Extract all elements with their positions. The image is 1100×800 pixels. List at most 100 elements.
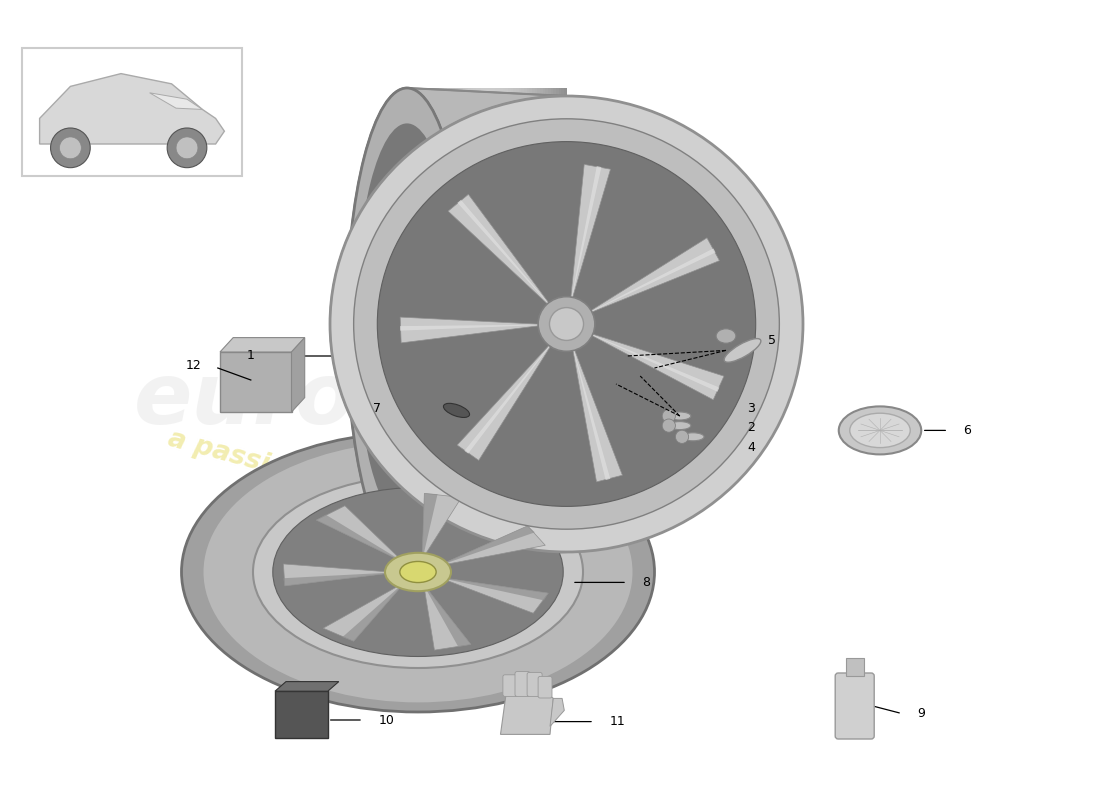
Polygon shape — [448, 194, 549, 304]
Ellipse shape — [550, 307, 583, 341]
Ellipse shape — [346, 88, 468, 560]
Polygon shape — [573, 350, 610, 480]
Polygon shape — [317, 514, 396, 558]
Polygon shape — [275, 682, 339, 691]
Bar — [537, 88, 540, 560]
Bar — [463, 88, 465, 560]
Polygon shape — [292, 338, 305, 412]
Bar — [220, 352, 292, 412]
Polygon shape — [573, 350, 623, 482]
Ellipse shape — [377, 142, 756, 506]
Ellipse shape — [182, 432, 654, 712]
Polygon shape — [550, 698, 564, 726]
Polygon shape — [330, 88, 566, 560]
Bar — [409, 88, 412, 560]
Bar — [548, 88, 551, 560]
Polygon shape — [342, 587, 400, 642]
Bar — [484, 88, 487, 560]
Bar — [469, 88, 471, 560]
Polygon shape — [592, 334, 724, 400]
Polygon shape — [592, 249, 715, 311]
Text: 12: 12 — [186, 359, 201, 372]
Text: 3: 3 — [747, 402, 755, 414]
Ellipse shape — [330, 96, 803, 552]
Polygon shape — [464, 346, 550, 454]
Bar — [546, 88, 548, 560]
Polygon shape — [500, 693, 553, 734]
Polygon shape — [593, 335, 719, 392]
Circle shape — [51, 128, 90, 168]
Polygon shape — [458, 200, 548, 303]
Bar — [471, 88, 473, 560]
Text: 9: 9 — [917, 707, 925, 720]
Ellipse shape — [724, 338, 761, 362]
Bar — [460, 88, 463, 560]
FancyBboxPatch shape — [527, 672, 542, 696]
Text: 10: 10 — [378, 714, 394, 726]
Bar — [22, 48, 242, 176]
Bar — [275, 691, 328, 738]
Ellipse shape — [682, 433, 704, 441]
Text: 5: 5 — [768, 334, 776, 346]
Text: 2: 2 — [747, 422, 755, 434]
Bar — [487, 88, 490, 560]
Bar — [529, 88, 532, 560]
Text: 7: 7 — [373, 402, 381, 414]
FancyBboxPatch shape — [835, 673, 874, 739]
FancyBboxPatch shape — [503, 675, 518, 696]
Bar — [465, 88, 469, 560]
Bar — [503, 88, 505, 560]
Polygon shape — [571, 164, 610, 298]
Polygon shape — [400, 325, 538, 330]
Bar — [447, 88, 450, 560]
Bar — [444, 88, 447, 560]
Ellipse shape — [716, 329, 736, 343]
Bar — [846, 658, 864, 676]
Bar — [492, 88, 495, 560]
Bar — [551, 88, 553, 560]
Ellipse shape — [839, 406, 922, 454]
Polygon shape — [317, 506, 398, 558]
Polygon shape — [447, 526, 546, 564]
Circle shape — [675, 430, 689, 443]
Text: 11: 11 — [609, 715, 625, 728]
Bar — [478, 88, 482, 560]
Bar — [561, 88, 564, 560]
Polygon shape — [284, 564, 385, 586]
Bar — [508, 88, 510, 560]
Polygon shape — [448, 578, 548, 614]
Bar — [433, 88, 437, 560]
Polygon shape — [447, 526, 535, 563]
Bar — [542, 88, 546, 560]
Polygon shape — [591, 238, 719, 312]
Bar — [473, 88, 476, 560]
Bar — [426, 88, 428, 560]
Bar — [418, 88, 420, 560]
Bar — [564, 88, 567, 560]
Bar — [452, 88, 455, 560]
Bar — [441, 88, 444, 560]
Ellipse shape — [400, 562, 436, 582]
Bar — [500, 88, 503, 560]
Text: europes: europes — [134, 358, 526, 442]
Ellipse shape — [253, 476, 583, 668]
Ellipse shape — [354, 118, 780, 530]
Bar — [476, 88, 478, 560]
Ellipse shape — [849, 413, 911, 447]
Bar — [407, 88, 409, 560]
Ellipse shape — [669, 422, 691, 430]
Polygon shape — [458, 346, 550, 460]
Circle shape — [167, 128, 207, 168]
Bar — [553, 88, 556, 560]
Bar — [450, 88, 452, 560]
Bar — [510, 88, 514, 560]
Bar — [415, 88, 418, 560]
Polygon shape — [283, 573, 385, 586]
Bar — [535, 88, 537, 560]
Polygon shape — [449, 578, 548, 601]
Bar — [455, 88, 458, 560]
Bar — [540, 88, 542, 560]
Polygon shape — [220, 338, 305, 352]
Polygon shape — [400, 317, 538, 343]
Bar — [524, 88, 527, 560]
